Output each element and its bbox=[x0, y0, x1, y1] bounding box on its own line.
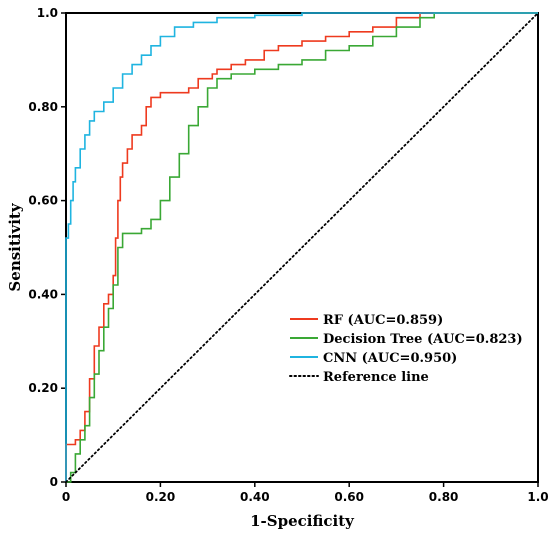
legend-entry: CNN (AUC=0.950) bbox=[323, 351, 457, 366]
y-tick-label: 0 bbox=[50, 475, 58, 489]
series-line-0 bbox=[65, 12, 538, 482]
y-tick-label: 0.20 bbox=[28, 381, 58, 395]
x-tick-label: 0.20 bbox=[146, 490, 176, 504]
legend-entry: Reference line bbox=[323, 370, 429, 385]
y-axis-title: Sensitivity bbox=[6, 202, 24, 291]
legend-entry: Decision Tree (AUC=0.823) bbox=[323, 332, 523, 347]
series-line-2 bbox=[65, 12, 538, 482]
x-tick-label: 0.80 bbox=[429, 490, 459, 504]
x-tick-label: 1.0 bbox=[527, 490, 548, 504]
y-tick-label: 0.60 bbox=[28, 194, 58, 208]
x-tick-label: 0.40 bbox=[240, 490, 270, 504]
y-tick-label: 0.40 bbox=[28, 287, 58, 301]
legend-entry: RF (AUC=0.859) bbox=[323, 313, 443, 328]
x-tick-label: 0 bbox=[62, 490, 70, 504]
legend: RF (AUC=0.859) Decision Tree (AUC=0.823) C… bbox=[289, 313, 523, 385]
x-tick-label: 0.60 bbox=[334, 490, 364, 504]
series-line-3 bbox=[65, 12, 539, 483]
series-line-1 bbox=[66, 12, 538, 483]
series-lines bbox=[65, 12, 539, 483]
x-axis-title: 1-Specificity bbox=[250, 512, 355, 530]
axes: 0 0.20 0.40 0.60 0.80 1.0 0 0.20 0.40 0.60 0.80 1.0… bbox=[6, 6, 549, 530]
y-tick-label: 0.80 bbox=[28, 100, 58, 114]
y-tick-label: 1.0 bbox=[37, 6, 58, 20]
